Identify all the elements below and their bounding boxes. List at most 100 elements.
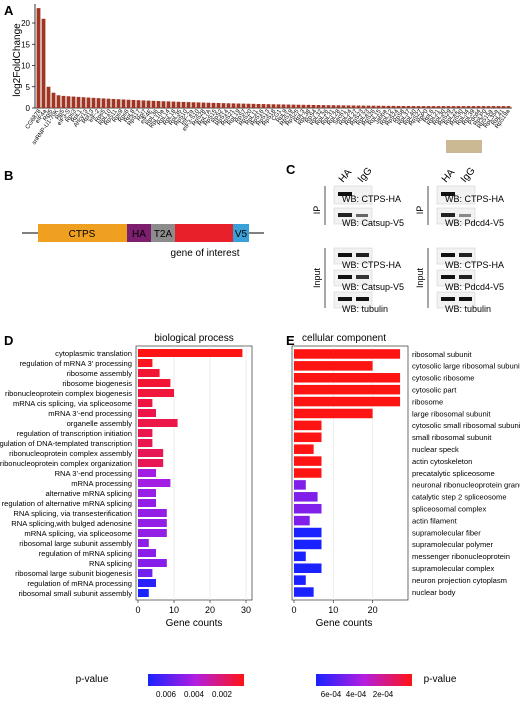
wb-label: WB: tubulin	[342, 304, 388, 314]
ctps-segment	[38, 224, 127, 242]
bar-supramolecular-polymer	[294, 539, 322, 550]
panel-a-bar	[211, 102, 216, 108]
panel-a-bar	[176, 101, 181, 108]
bar-actin-filament	[294, 515, 310, 526]
panel-a-bar	[491, 106, 496, 108]
panel-a-bar	[326, 105, 331, 108]
category-label: spliceosomal complex	[412, 505, 486, 514]
blot-band	[338, 213, 352, 217]
bar-ribonucleoprotein-complex-assembly	[138, 449, 164, 457]
bar-rna-3-end-processing	[138, 469, 156, 477]
x-tick-label: 0	[291, 605, 296, 615]
bar-rna-splicing-via-transesterification	[138, 509, 167, 517]
wb-label: WB: CTPS-HA	[445, 194, 504, 204]
lane-label-ha-left: HA	[337, 167, 355, 185]
category-label: RNA splicing, via transesterification	[13, 509, 132, 518]
panel-a-bar	[96, 98, 101, 108]
panel-a-bar	[246, 103, 251, 108]
panel-a-bar	[291, 104, 296, 108]
panel-label-b: B	[4, 168, 13, 183]
category-label: mRNA splicing, via spliceosome	[24, 529, 132, 538]
bar-supramolecular-complex	[294, 563, 322, 573]
bar-large-ribosomal-subunit	[294, 408, 373, 419]
panel-a-bar	[181, 101, 186, 108]
bar-nuclear-body	[294, 587, 314, 597]
panel-a-bar	[131, 99, 136, 108]
wb-label: WB: Catsup-V5	[342, 282, 404, 292]
bar-rna-splicing	[138, 559, 167, 567]
category-label: regulation of mRNA processing	[27, 579, 132, 588]
panel-a-bar	[256, 103, 261, 108]
panel-a-bar	[166, 101, 171, 108]
bar-spliceosomal-complex	[294, 503, 322, 514]
panel-a-bar	[406, 106, 411, 108]
panel-a-bar	[216, 103, 221, 108]
category-label: cytosolic large ribosomal subunit	[412, 362, 520, 371]
panel-a-bar	[296, 104, 301, 108]
panel-a-bar	[241, 103, 246, 108]
x-tick-label: 20	[205, 605, 215, 615]
category-label: nuclear speck	[412, 445, 459, 454]
category-label: supramolecular fiber	[412, 528, 481, 537]
category-label: alternative mRNA splicing	[45, 489, 132, 498]
input-label-right: Input	[415, 267, 425, 288]
category-label: RNA 3'-end processing	[55, 469, 132, 478]
panel-label-e: E	[286, 333, 295, 348]
panel-a-bar	[426, 106, 431, 108]
panel-a-bar	[236, 103, 241, 108]
panel-a-bar	[66, 96, 71, 108]
bar-cytosolic-small-ribosomal-subunit	[294, 420, 322, 431]
panel-d-biological-process-chart: biological process cytoplasmic translati…	[0, 333, 253, 699]
panel-a-bar	[141, 100, 146, 108]
wb-label: WB: CTPS-HA	[445, 260, 504, 270]
panel-a-bar	[121, 99, 126, 108]
legend-e-tick: 6e-04	[321, 690, 342, 699]
panel-a-bar	[481, 106, 486, 108]
panel-a-bar	[136, 100, 141, 108]
panel-a-bar	[91, 97, 96, 108]
panel-a-bar	[346, 105, 351, 108]
lane-label-ha-right: HA	[440, 167, 458, 185]
bar-ribosomal-subunit	[294, 349, 401, 359]
bar-regulation-of-mrna-processing	[138, 579, 156, 587]
panel-a-bar	[506, 106, 511, 108]
panel-a-bar	[421, 106, 426, 108]
category-label: ribosome assembly	[67, 369, 133, 378]
ha-segment	[127, 224, 151, 242]
bar-ribosomal-large-subunit-biogenesis	[138, 569, 153, 577]
panel-a-bar	[191, 102, 196, 108]
category-label: regulation of mRNA splicing	[39, 549, 132, 558]
panel-a-bar	[476, 106, 481, 108]
panel-a-bar	[286, 104, 291, 108]
panel-a-bar	[376, 105, 381, 108]
legend-d-title: p-value	[76, 674, 109, 685]
bar-cytosolic-part	[294, 384, 401, 395]
panel-a-bar	[261, 104, 266, 108]
x-tick-label: 10	[328, 605, 338, 615]
panel-a-bar	[336, 105, 341, 108]
category-label: ribonucleoprotein complex organization	[0, 459, 132, 468]
panel-a-bar	[501, 106, 506, 108]
category-label: mRNA processing	[71, 479, 132, 488]
panel-a-bar	[331, 105, 336, 108]
category-label: regulation of DNA-templated transcriptio…	[0, 439, 132, 448]
t2a-segment	[151, 224, 175, 242]
bar-cytosolic-large-ribosomal-subunit	[294, 361, 373, 371]
panel-a-bar	[266, 104, 271, 108]
lane-label-igg-left: IgG	[356, 165, 375, 185]
bar-regulation-of-mrna-3-processing	[138, 359, 153, 367]
panel-a-bar	[86, 97, 91, 108]
panel-a-bar	[411, 106, 416, 108]
legend-d-tick: 0.004	[184, 690, 205, 699]
panel-a-bar	[416, 106, 421, 108]
legend-d-tick: 0.002	[212, 690, 233, 699]
x-tick-label: 0	[135, 605, 140, 615]
panel-a-bar	[311, 104, 316, 108]
bar-organelle-assembly	[138, 419, 178, 427]
panel-a-bar	[371, 105, 376, 108]
bar-mrna-3-end-processing	[138, 409, 156, 417]
chart-e-xlabel: Gene counts	[316, 618, 373, 629]
